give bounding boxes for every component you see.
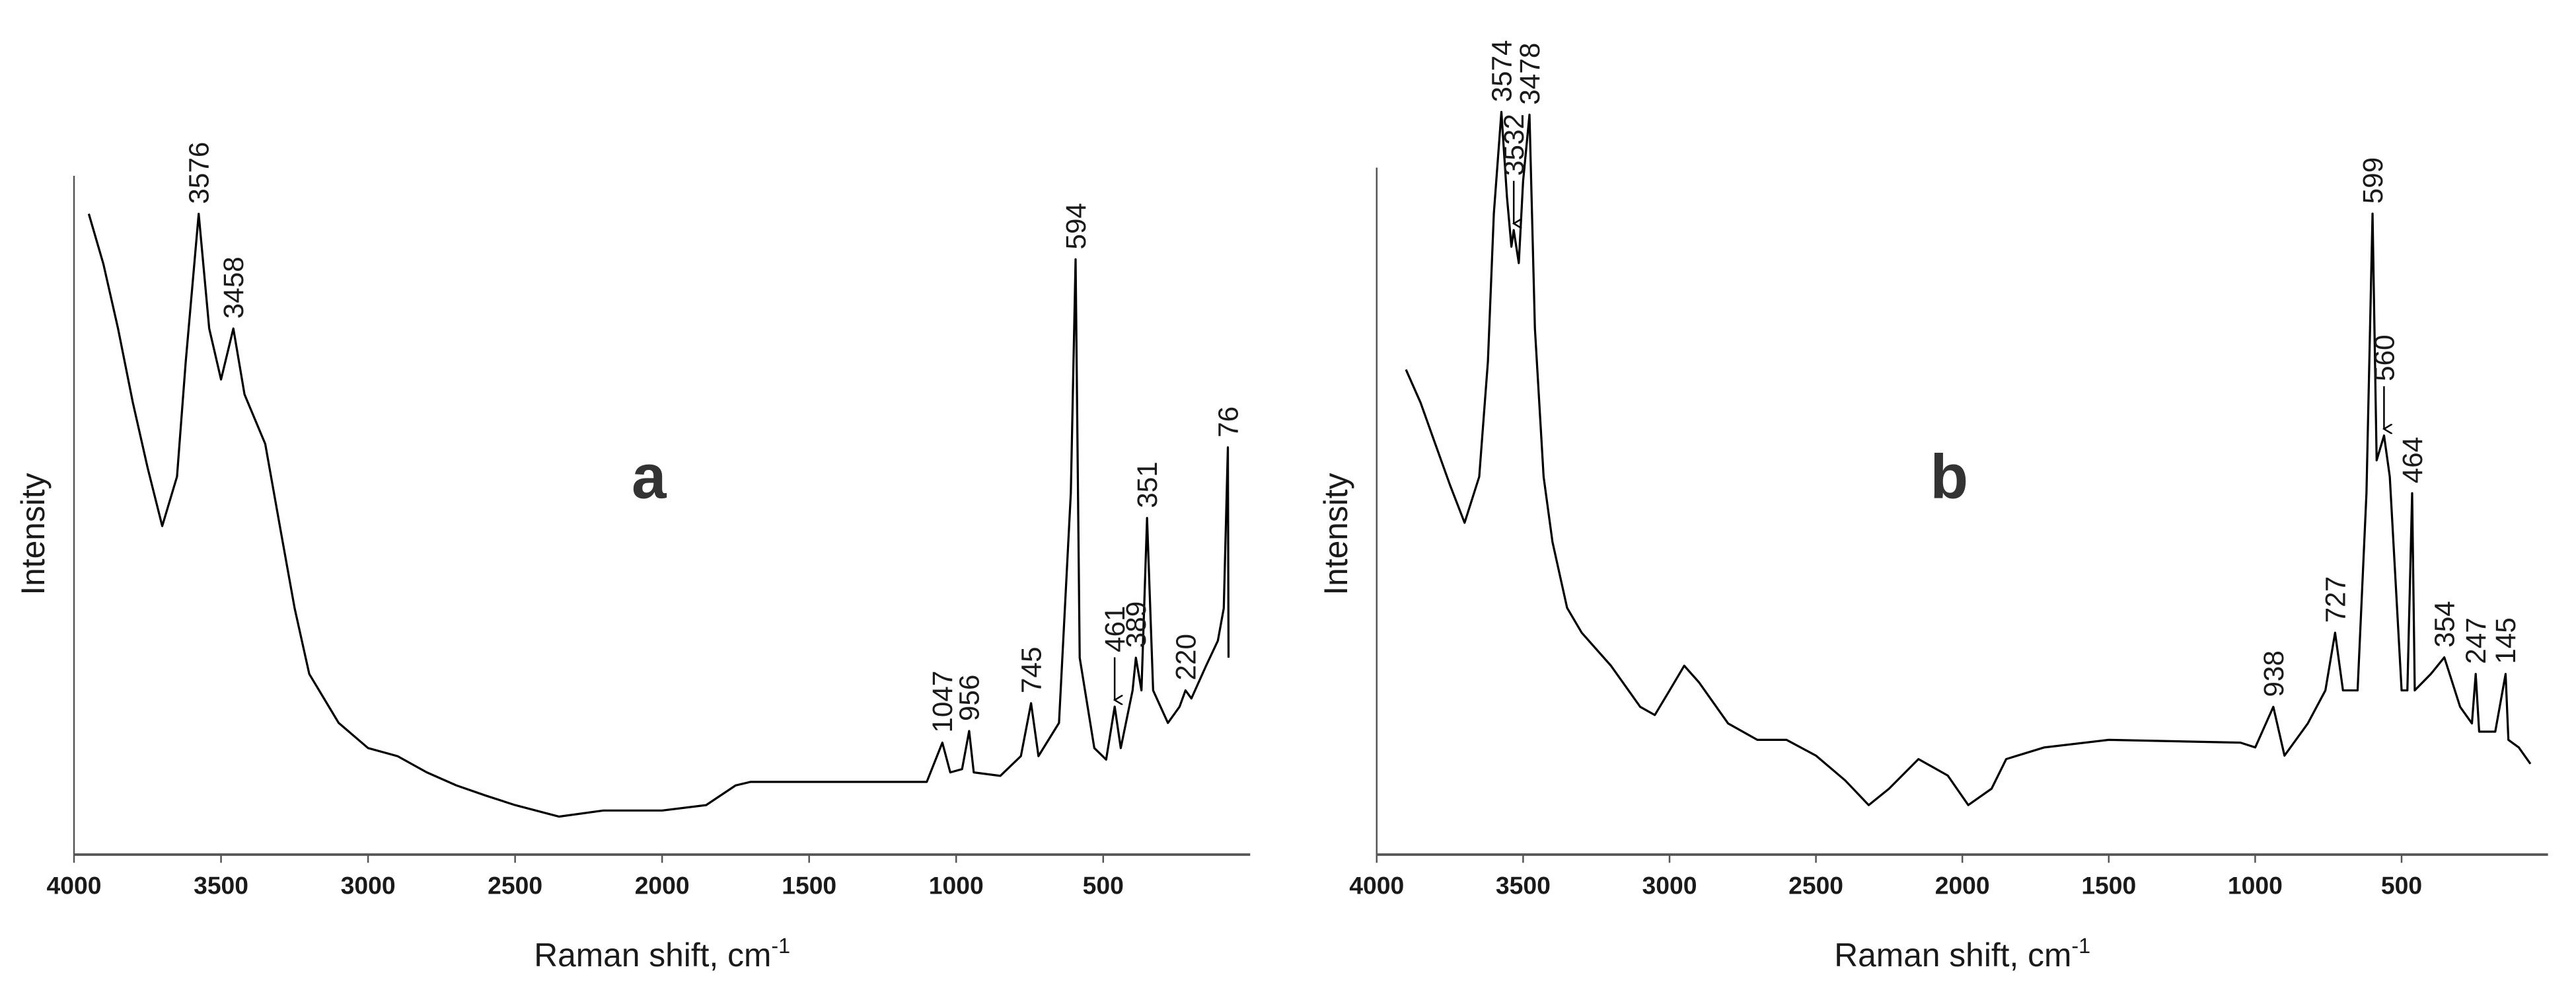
x-tick-label: 500 [1083,872,1124,900]
peak-label: 3576 [184,142,215,204]
x-axis-label-sup: -1 [2071,934,2090,958]
peak-label: 594 [1060,203,1091,250]
peak-label: 3574 [1486,40,1517,102]
y-axis-label: Intensity [1317,473,1354,595]
peak-label: 389 [1121,601,1152,648]
x-tick-label: 4000 [1349,872,1404,900]
x-axis-label: Raman shift, cm-1 [534,934,790,974]
peak-label: 599 [2357,157,2388,204]
peak-label: 938 [2258,650,2289,697]
peak-label: 351 [1132,461,1163,508]
x-tick-label: 3500 [1496,872,1551,900]
x-tick-label: 1000 [2228,872,2283,900]
peak-label: 76 [1212,406,1243,438]
x-axis-label-text: Raman shift, cm [1834,937,2071,974]
peak-label: 1047 [927,671,958,733]
peak-label: 727 [2320,576,2351,623]
peak-label: 247 [2460,617,2491,664]
peak-label: 220 [1170,634,1201,681]
x-tick-label: 2500 [488,872,542,900]
x-tick-label: 2000 [1935,872,1990,900]
peak-label: 956 [954,675,985,722]
peak-label: 3478 [1514,43,1545,105]
peak-label: 145 [2490,617,2521,664]
spectrum-line [87,212,1230,818]
peak-label: 464 [2397,437,2428,484]
y-axis-label: Intensity [15,473,52,595]
peak-label: 354 [2429,601,2460,648]
peak-label: 3458 [218,256,249,319]
x-tick-label: 500 [2381,872,2422,900]
peak-label: 3532 [1498,114,1529,176]
panel-label: a [632,442,667,512]
x-tick-label: 2500 [1788,872,1843,900]
peak-label: 461 [1099,606,1130,652]
x-axis-label-text: Raman shift, cm [534,937,771,974]
x-tick-label: 3000 [341,872,396,900]
panel-label: b [1930,442,1968,512]
peak-label: 745 [1016,647,1047,693]
x-tick-label: 3500 [194,872,248,900]
x-tick-label: 3000 [1642,872,1697,900]
x-axis-label: Raman shift, cm-1 [1834,934,2090,974]
x-tick-label: 1000 [929,872,984,900]
x-tick-label: 4000 [47,872,102,900]
x-tick-label: 1500 [782,872,836,900]
peak-label: 560 [2369,334,2400,381]
x-axis-label-sup: -1 [771,934,790,958]
x-tick-label: 1500 [2081,872,2136,900]
spectrum-line [1405,110,2532,806]
x-tick-label: 2000 [635,872,690,900]
